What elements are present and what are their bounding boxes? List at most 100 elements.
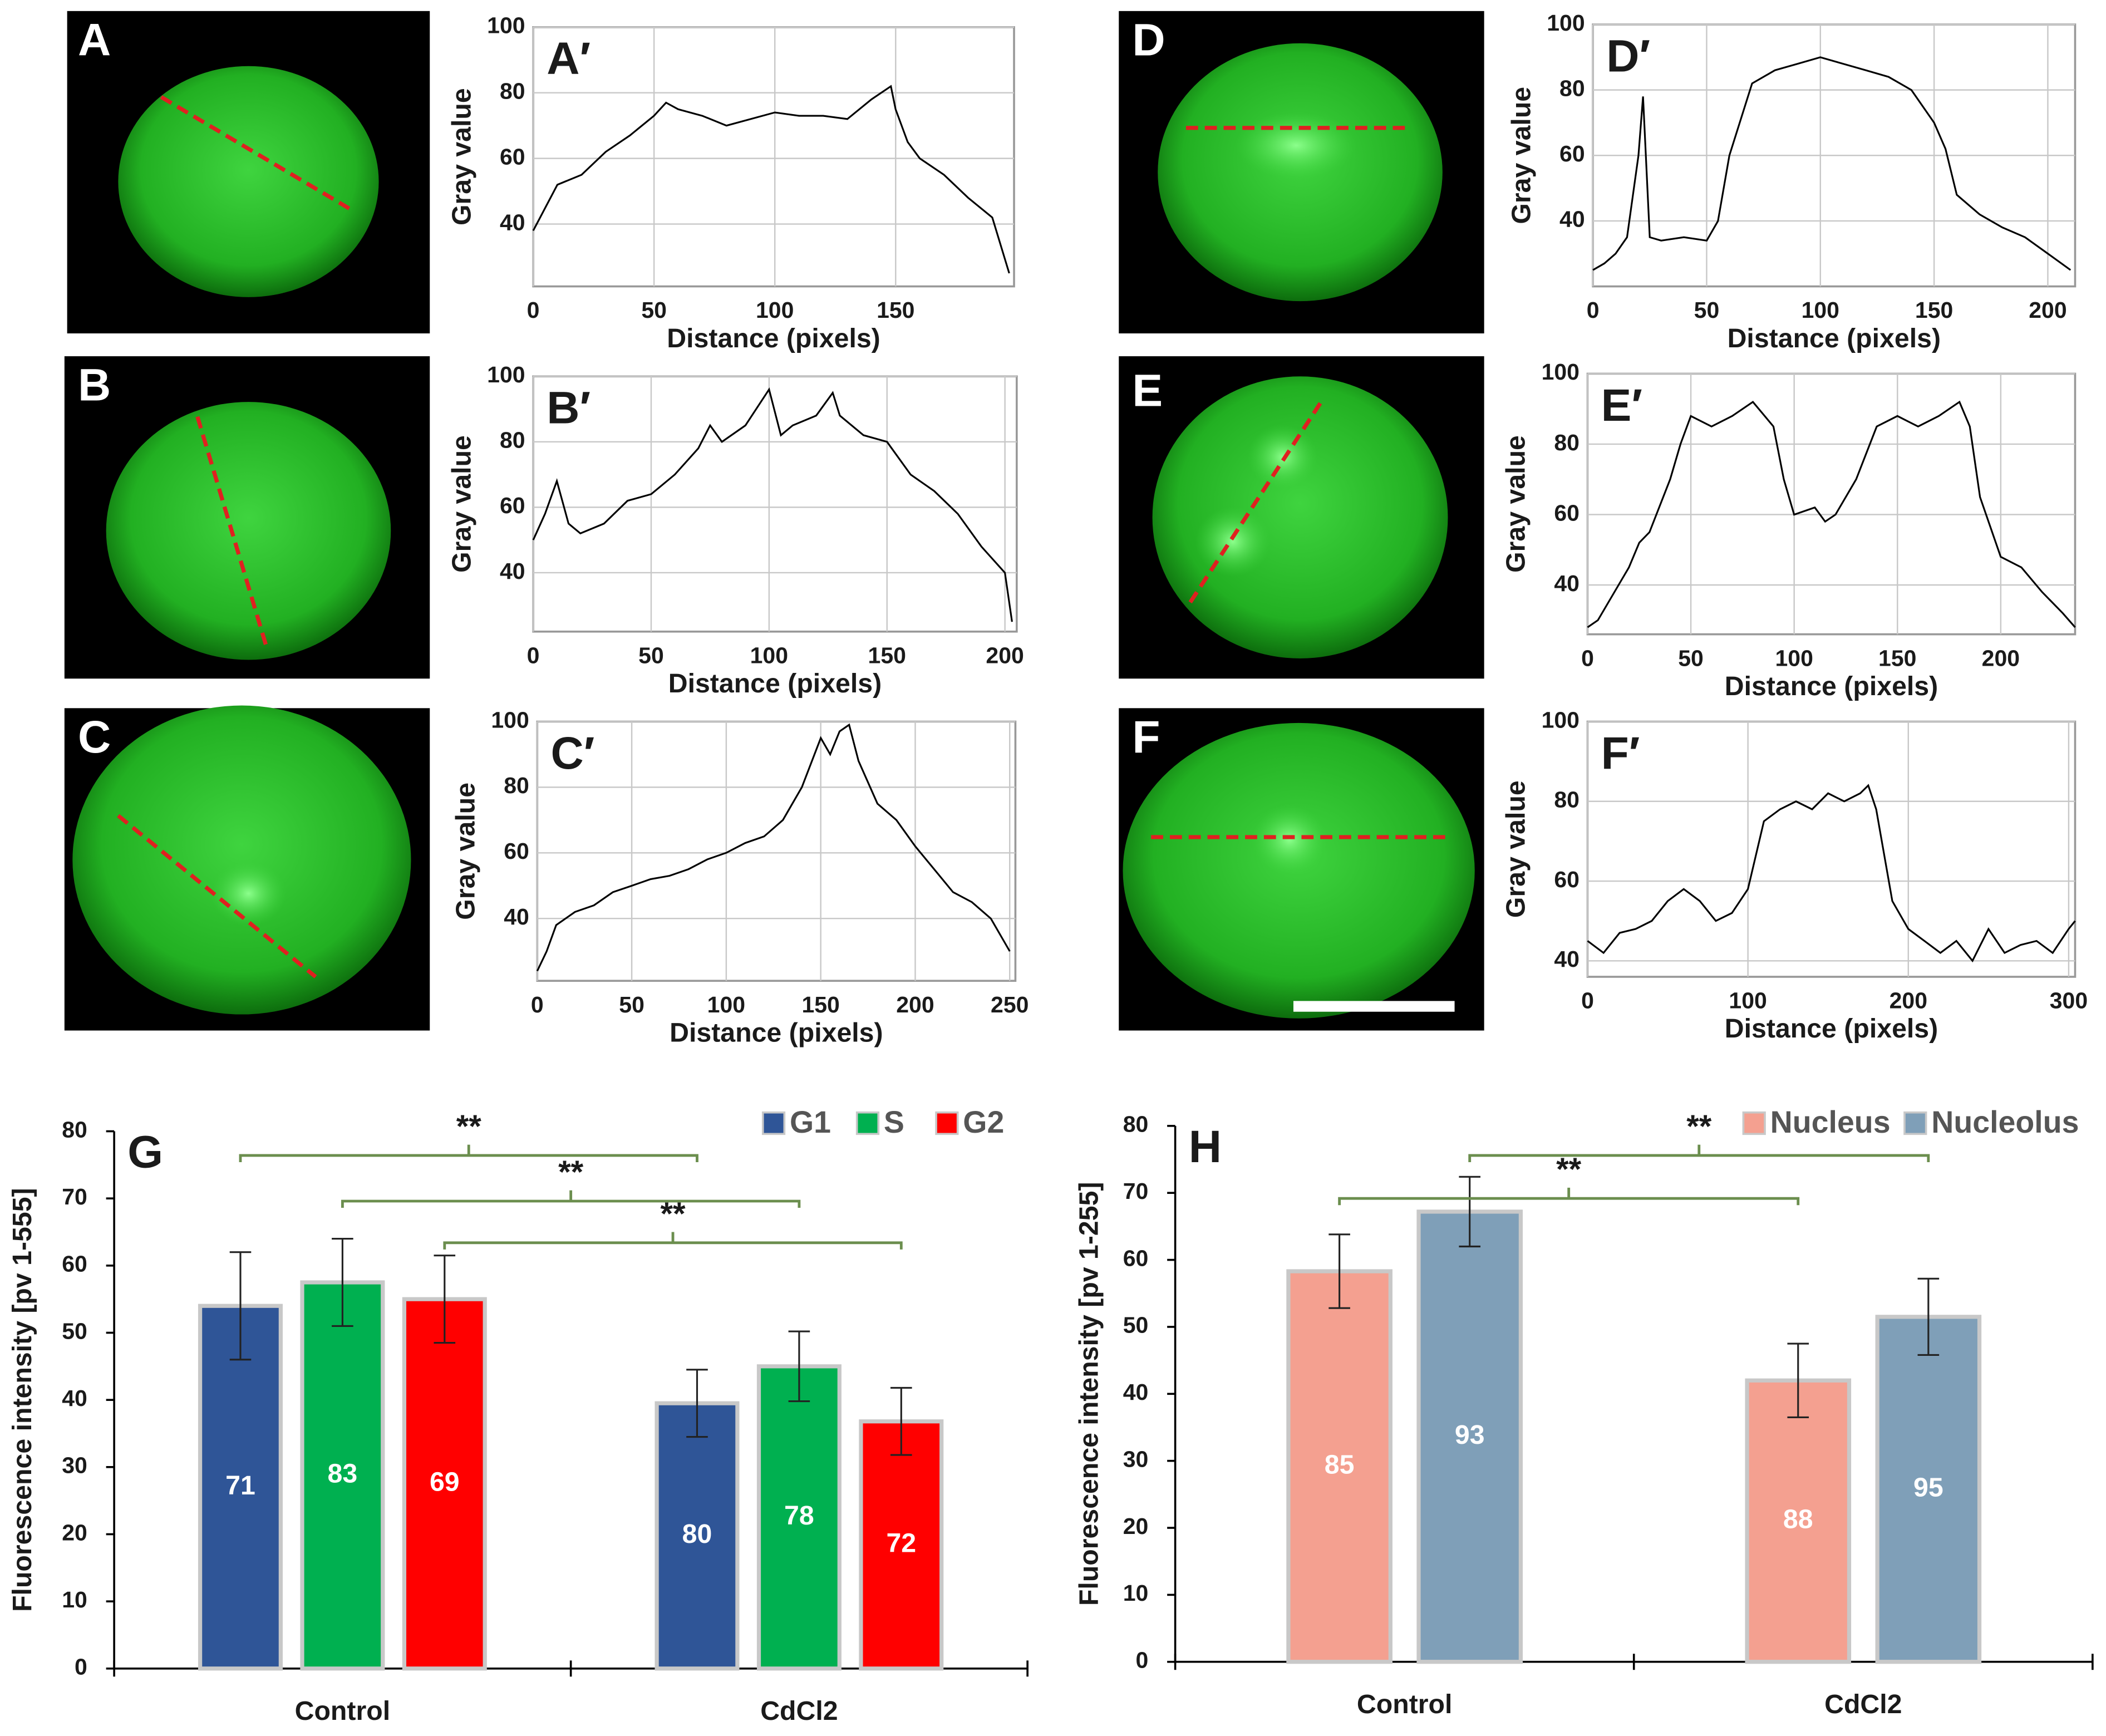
nucleolus [1252,805,1327,875]
bar-text: 95 [1913,1473,1943,1503]
bar-text: 78 [784,1501,814,1531]
y-tick-label: 40 [1559,206,1585,232]
significance-label: ** [1686,1109,1712,1144]
y-tick-label: 80 [1554,787,1580,813]
significance-label: ** [1556,1152,1582,1187]
bar [655,1401,740,1671]
x-axis-title: Distance (pixels) [1728,323,1941,353]
cell [1152,376,1448,659]
y-tick-label: 20 [1123,1513,1149,1539]
bar [1416,1209,1523,1664]
y-tick-label: 80 [504,773,529,798]
y-tick-label: 100 [1542,359,1580,385]
y-axis-title: Gray value [451,783,481,920]
y-tick-label: 30 [62,1453,87,1478]
panel-label: C′ [550,728,594,779]
x-tick-label: 0 [1581,645,1594,671]
x-tick-label: 150 [1915,297,1953,323]
x-tick-label: 200 [896,992,934,1017]
x-tick-label: 150 [1878,645,1916,671]
x-tick-label: 100 [707,992,745,1017]
panel-label: D [1132,14,1165,65]
y-tick-label: 40 [1554,571,1580,596]
significance-label: ** [661,1196,686,1232]
panel-label: E [1132,365,1163,416]
micrographs: A B C D E F [64,11,1484,1031]
legend-swatch [855,1111,880,1135]
category-label: CdCl2 [1824,1689,1902,1719]
panel-label: F [1132,712,1160,763]
y-tick-label: 80 [500,78,525,104]
plot-area [532,26,1015,288]
x-axis-title: Distance (pixels) [1725,1014,1938,1044]
panel-label: B′ [547,383,591,434]
y-axis-title: Gray value [1506,87,1536,224]
x-tick-label: 50 [641,297,667,323]
panel-label: D′ [1606,31,1650,81]
y-tick-label: 60 [1123,1245,1149,1271]
panel-label: E′ [1601,380,1642,431]
x-tick-label: 100 [1775,645,1813,671]
profile-line [536,723,1011,972]
y-tick-label: 80 [1123,1112,1149,1137]
y-tick-label: 60 [1559,141,1585,166]
y-tick-label: 80 [62,1117,87,1142]
plot-area [1586,720,2077,978]
category-label: CdCl2 [760,1696,838,1726]
y-tick-label: 40 [1554,946,1580,972]
profile-line [1592,56,2071,271]
x-tick-label: 150 [868,642,906,668]
bar-text: 71 [225,1471,255,1501]
bar-text: 72 [886,1528,916,1558]
x-axis-title: Distance (pixels) [670,1017,883,1047]
bar-text: 83 [328,1459,358,1489]
cell [72,705,411,1015]
bar-text: 93 [1455,1420,1485,1450]
profile-line [117,814,317,978]
y-tick-label: 20 [62,1519,87,1545]
profile-line [532,387,1013,622]
y-tick-label: 10 [62,1587,87,1612]
legend-label: Nucleus [1770,1105,1891,1139]
profile-line [1587,784,2076,963]
x-tick-label: 0 [531,992,544,1017]
legend-swatch [935,1111,959,1135]
x-tick-label: 50 [638,642,664,668]
significance-bracket [443,1232,903,1250]
y-tick-label: 80 [1559,75,1585,101]
y-tick-label: 60 [504,838,529,864]
y-tick-label: 100 [491,707,529,732]
x-tick-label: 250 [991,992,1029,1017]
cell [118,66,379,297]
y-tick-label: 0 [1136,1648,1149,1673]
y-tick-label: 40 [1123,1379,1149,1405]
bar-text: 80 [682,1519,712,1549]
x-tick-label: 150 [877,297,914,323]
x-tick-label: 50 [619,992,644,1017]
x-tick-label: 0 [527,642,540,668]
panel-label: H [1189,1122,1222,1172]
legend-swatch [761,1111,786,1135]
x-tick-label: 0 [527,297,540,323]
y-axis-title: Gray value [1501,435,1531,573]
plot-area [532,375,1018,633]
significance-label: ** [456,1109,482,1144]
y-axis-title: Gray value [446,435,476,573]
x-axis-title: Distance (pixels) [667,323,880,353]
x-tick-label: 100 [1802,297,1839,323]
panel-label: C [78,712,111,763]
x-tick-label: 200 [1982,645,2020,671]
legend-label: S [884,1105,904,1139]
y-tick-label: 80 [1554,430,1580,455]
significance-bracket [1338,1187,1800,1206]
cell [106,402,391,660]
y-tick-label: 0 [75,1654,87,1680]
x-tick-label: 0 [1581,988,1594,1014]
bar [756,1364,842,1671]
y-tick-label: 100 [1547,10,1585,36]
y-tick-label: 40 [62,1385,87,1411]
y-tick-label: 10 [1123,1580,1149,1606]
bar-text: 88 [1783,1504,1813,1535]
bar [1745,1378,1852,1664]
y-axis-title: Gray value [446,88,476,225]
